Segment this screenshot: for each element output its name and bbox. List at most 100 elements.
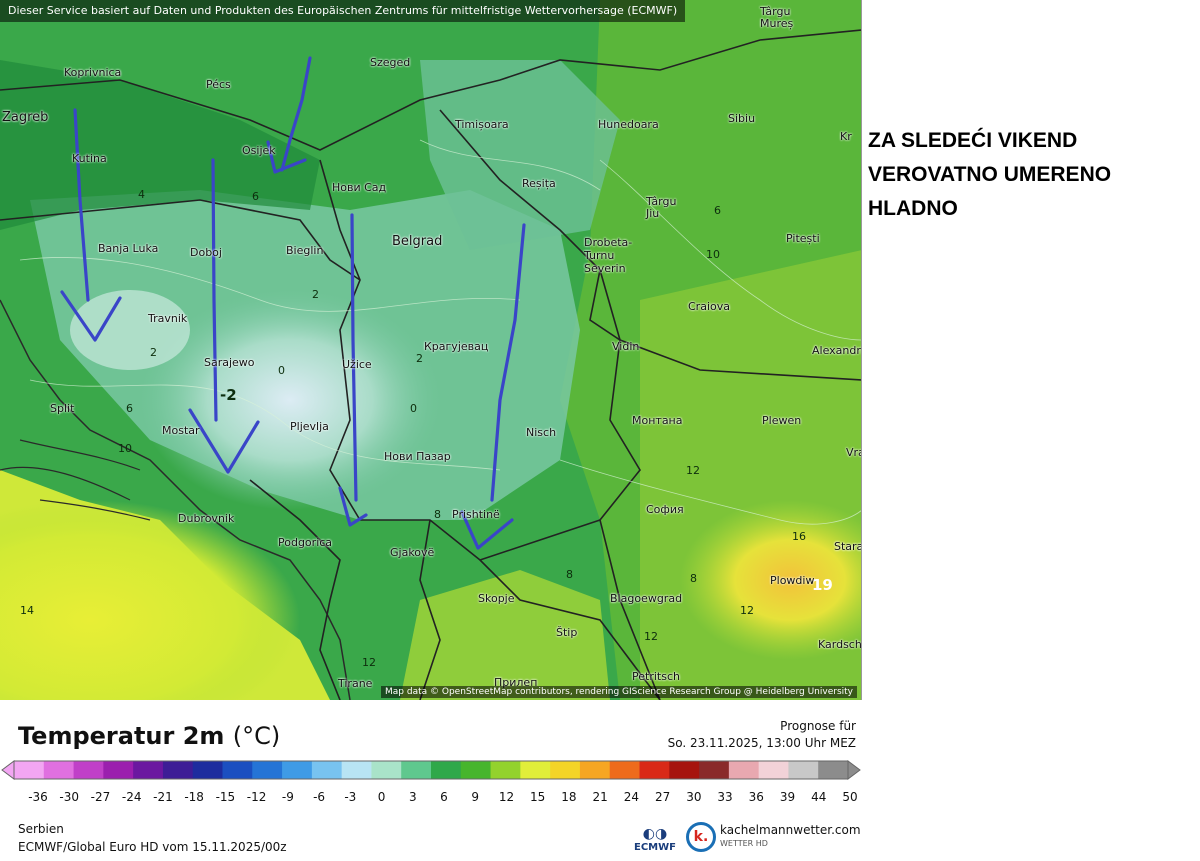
- isotherm-label: 14: [20, 604, 34, 617]
- city-label: Hunedoara: [598, 118, 659, 131]
- scale-tick-label: -18: [184, 790, 204, 804]
- isotherm-label: 8: [434, 508, 441, 521]
- scale-swatch: [728, 761, 760, 779]
- scale-swatch: [14, 761, 45, 779]
- isotherm-label: 6: [126, 402, 133, 415]
- scale-tick-label: -3: [344, 790, 357, 804]
- temperature-map[interactable]: Dieser Service basiert auf Daten und Pro…: [0, 0, 862, 700]
- scale-swatch: [788, 761, 819, 779]
- forecast-time: Prognose für So. 23.11.2025, 13:00 Uhr M…: [668, 718, 856, 752]
- scale-swatch: [341, 761, 372, 779]
- city-label: Osijek: [242, 144, 276, 157]
- scale-swatch: [401, 761, 432, 779]
- scale-swatch: [282, 761, 313, 779]
- scale-tick-label: 12: [498, 790, 515, 804]
- city-label: Petritsch: [632, 670, 680, 683]
- isotherm-label: 4: [138, 188, 145, 201]
- brand-sub: WETTER HD: [720, 839, 768, 848]
- scale-swatch: [490, 761, 521, 779]
- city-label: Koprivnica: [64, 66, 122, 79]
- city-label: Craiova: [688, 300, 730, 313]
- annotation-line: ZA SLEDEĆI VIKEND: [868, 129, 1078, 152]
- ecmwf-logo-text: ECMWF: [634, 842, 676, 853]
- city-label: Užice: [342, 358, 372, 371]
- city-label: Kutina: [72, 152, 107, 165]
- bosnia-cold: [70, 290, 190, 370]
- city-label: Vratsa: [846, 446, 861, 459]
- map-attribution[interactable]: Map data © OpenStreetMap contributors, r…: [381, 686, 857, 698]
- city-label: Alexandria: [812, 344, 861, 357]
- scale-tick-label: -24: [121, 790, 142, 804]
- city-label: Прилеп: [494, 676, 538, 689]
- adriatic-core: [0, 500, 300, 700]
- scale-tick-label: 6: [440, 790, 448, 804]
- scale-tick-label: -15: [215, 790, 236, 804]
- scale-swatch: [133, 761, 164, 779]
- city-label: Podgorica: [278, 536, 333, 549]
- city-label: Doboj: [190, 246, 222, 259]
- scale-tick-label: 50: [842, 790, 858, 804]
- city-label: Kr: [840, 130, 852, 143]
- scale-swatch: [520, 761, 551, 779]
- scale-tick-label: 24: [623, 790, 640, 804]
- annotation-arrows: [60, 56, 526, 550]
- isotherm-label: 10: [118, 442, 132, 455]
- isotherms: [19, 139, 861, 525]
- scale-tick-label: -30: [59, 790, 80, 804]
- city-label: Timișoara: [455, 118, 509, 131]
- city-label: Gjakovë: [390, 546, 435, 559]
- scale-tick-label: 9: [471, 790, 480, 804]
- borders: [0, 29, 861, 700]
- city-label: Pitești: [786, 232, 820, 245]
- scale-swatch: [162, 761, 194, 779]
- isotherm-label: 10: [706, 248, 720, 261]
- scale-swatch: [639, 761, 670, 779]
- isotherm-label: 12: [740, 604, 754, 617]
- city-label: Szeged: [370, 56, 411, 69]
- scale-tick-label: 33: [717, 790, 733, 804]
- isotherm-label: -2: [220, 386, 237, 404]
- scale-swatch: [43, 761, 75, 779]
- city-label: Skopje: [478, 592, 515, 605]
- scale-swatch: [758, 761, 789, 779]
- ecmwf-logo-icon: ◐◑: [642, 826, 668, 842]
- scale-swatch: [431, 761, 462, 779]
- prognose-date: So. 23.11.2025, 13:00 Uhr MEZ: [667, 736, 856, 750]
- kachelmann-logo[interactable]: k. kachelmannwetter.com WETTER HD: [686, 822, 861, 852]
- city-label: Sarajewo: [204, 356, 255, 369]
- scale-tick-label: 3: [408, 790, 417, 804]
- city-label: Štip: [556, 626, 578, 639]
- scale-swatch: [460, 761, 492, 779]
- isotherm-label: 16: [792, 530, 806, 543]
- city-label: Prishtinë: [452, 508, 500, 521]
- city-label: Târgu Jiu: [646, 195, 677, 220]
- city-label: Belgrad: [392, 234, 443, 249]
- scale-swatch: [73, 761, 104, 779]
- scale-swatch: [550, 761, 581, 779]
- city-label: Plewen: [762, 414, 802, 427]
- scale-arrow-right: [847, 760, 861, 780]
- brand-name: kachelmannwetter.com: [720, 823, 861, 837]
- scale-tick-label: 21: [592, 790, 608, 804]
- scale-swatch: [609, 761, 640, 779]
- scale-tick-label: 18: [561, 790, 577, 804]
- isotherm-label: 8: [690, 572, 697, 585]
- south-field: [400, 570, 610, 700]
- city-label: Mostar: [162, 424, 200, 437]
- map-canvas: [0, 0, 861, 700]
- scale-tick-label: -21: [153, 790, 173, 804]
- scale-swatch: [252, 761, 283, 779]
- city-label: Монтана: [632, 414, 683, 427]
- city-label: Dubrovnik: [178, 512, 235, 525]
- city-label: Plowdiw: [770, 574, 815, 587]
- isotherm-label: 0: [410, 402, 417, 415]
- scale-tick-label: 27: [654, 790, 671, 804]
- legend-unit: (°C): [232, 722, 281, 750]
- scale-swatch: [192, 761, 223, 779]
- city-label: Blagoewgrad: [610, 592, 683, 605]
- isotherm-label: 8: [566, 568, 573, 581]
- isotherm-label: 2: [312, 288, 319, 301]
- scale-swatch: [103, 761, 134, 779]
- color-scale: [1, 760, 861, 780]
- isotherm-label: 6: [714, 204, 721, 217]
